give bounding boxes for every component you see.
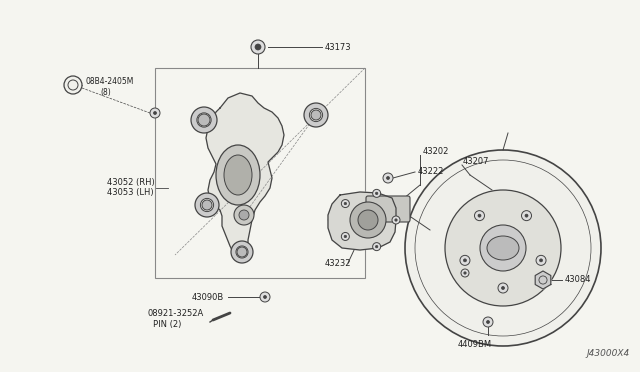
Circle shape xyxy=(474,211,484,221)
Text: J43000X4: J43000X4 xyxy=(587,349,630,358)
Circle shape xyxy=(376,246,378,248)
Ellipse shape xyxy=(487,236,519,260)
Circle shape xyxy=(150,108,160,118)
Circle shape xyxy=(460,255,470,265)
Text: 43202: 43202 xyxy=(423,148,449,157)
Circle shape xyxy=(387,176,390,180)
Circle shape xyxy=(231,241,253,263)
Circle shape xyxy=(350,202,386,238)
Polygon shape xyxy=(535,271,551,289)
Circle shape xyxy=(311,110,321,120)
Circle shape xyxy=(64,76,82,94)
Circle shape xyxy=(341,199,349,208)
Circle shape xyxy=(200,198,214,212)
Circle shape xyxy=(502,286,504,289)
Circle shape xyxy=(372,189,381,198)
Text: 43173: 43173 xyxy=(325,42,351,51)
Circle shape xyxy=(344,202,346,205)
Circle shape xyxy=(264,295,266,298)
Text: 43207: 43207 xyxy=(463,157,490,167)
Ellipse shape xyxy=(216,145,260,205)
Circle shape xyxy=(498,283,508,293)
Text: 08921-3252A: 08921-3252A xyxy=(148,310,204,318)
Circle shape xyxy=(372,243,381,251)
Circle shape xyxy=(255,44,261,50)
Circle shape xyxy=(486,321,490,324)
Text: 43084: 43084 xyxy=(565,276,591,285)
Circle shape xyxy=(251,40,265,54)
Circle shape xyxy=(463,259,467,262)
Circle shape xyxy=(358,210,378,230)
Circle shape xyxy=(445,190,561,306)
Text: (8): (8) xyxy=(100,89,111,97)
Circle shape xyxy=(198,114,210,126)
Bar xyxy=(155,68,365,278)
Circle shape xyxy=(405,150,601,346)
Circle shape xyxy=(202,200,212,210)
Text: 43232: 43232 xyxy=(325,259,351,267)
Circle shape xyxy=(237,247,247,257)
Circle shape xyxy=(536,255,546,265)
Circle shape xyxy=(260,292,270,302)
Polygon shape xyxy=(206,93,284,258)
Circle shape xyxy=(464,272,466,274)
Text: 43052 (RH): 43052 (RH) xyxy=(107,179,155,187)
Circle shape xyxy=(480,225,526,271)
Text: PIN (2): PIN (2) xyxy=(153,321,181,330)
Circle shape xyxy=(522,211,531,221)
Circle shape xyxy=(239,210,249,220)
Circle shape xyxy=(195,193,219,217)
Circle shape xyxy=(395,219,397,221)
Circle shape xyxy=(197,113,211,127)
Ellipse shape xyxy=(234,205,254,225)
Circle shape xyxy=(478,214,481,217)
Text: 43090B: 43090B xyxy=(192,292,224,301)
Circle shape xyxy=(309,108,323,122)
Circle shape xyxy=(392,216,400,224)
Text: 4409BM: 4409BM xyxy=(458,340,492,349)
Circle shape xyxy=(461,269,469,277)
Circle shape xyxy=(483,317,493,327)
Circle shape xyxy=(344,235,346,238)
Polygon shape xyxy=(328,192,396,250)
Circle shape xyxy=(540,259,543,262)
Text: 08B4-2405M: 08B4-2405M xyxy=(85,77,133,87)
Circle shape xyxy=(191,107,217,133)
Circle shape xyxy=(376,192,378,195)
FancyBboxPatch shape xyxy=(366,196,410,222)
Circle shape xyxy=(154,112,157,115)
Ellipse shape xyxy=(224,155,252,195)
Text: 43222: 43222 xyxy=(418,167,444,176)
Circle shape xyxy=(304,103,328,127)
Circle shape xyxy=(341,232,349,240)
Circle shape xyxy=(525,214,528,217)
Circle shape xyxy=(236,246,248,258)
Text: 43053 (LH): 43053 (LH) xyxy=(107,189,154,198)
Circle shape xyxy=(383,173,393,183)
